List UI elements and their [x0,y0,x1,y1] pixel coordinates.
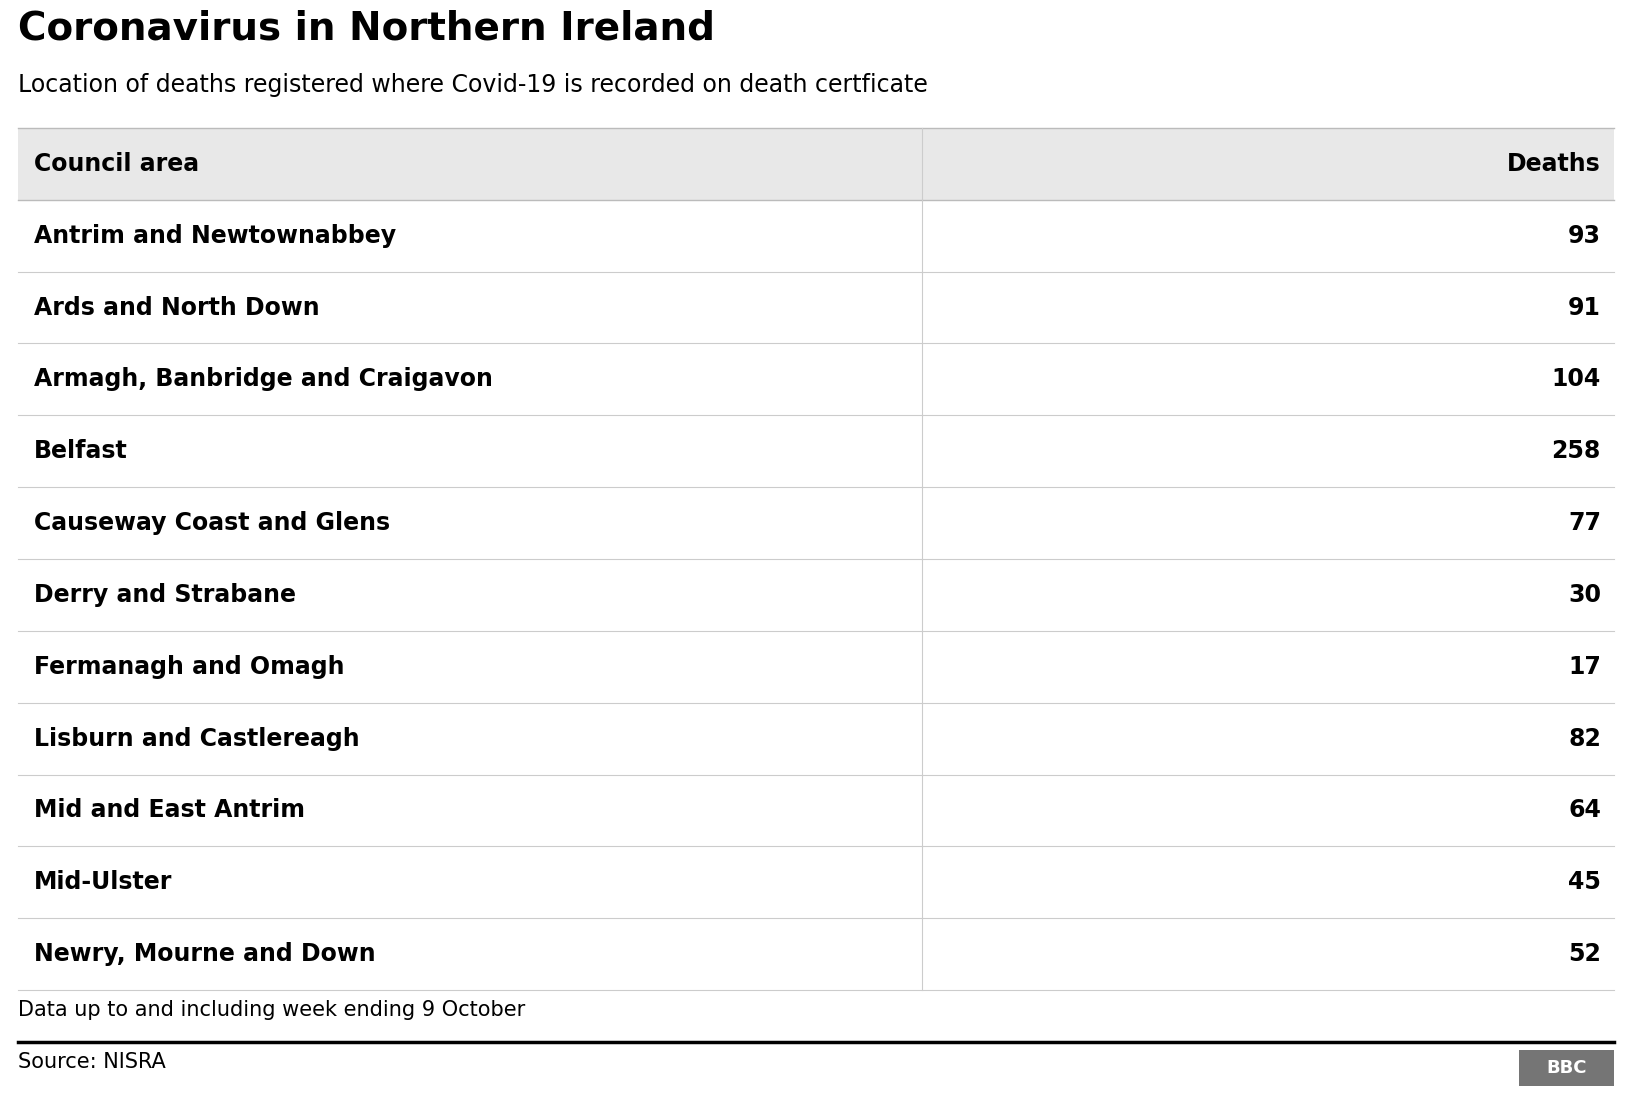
Text: Mid and East Antrim: Mid and East Antrim [34,799,305,823]
Text: Fermanagh and Omagh: Fermanagh and Omagh [34,654,344,678]
Text: 52: 52 [1568,942,1601,966]
Text: Deaths: Deaths [1508,152,1601,176]
FancyBboxPatch shape [18,200,1614,271]
FancyBboxPatch shape [18,918,1614,990]
Text: Armagh, Banbridge and Craigavon: Armagh, Banbridge and Craigavon [34,368,493,392]
Text: Location of deaths registered where Covid-19 is recorded on death certficate: Location of deaths registered where Covi… [18,73,929,97]
Text: 17: 17 [1568,654,1601,678]
FancyBboxPatch shape [18,631,1614,702]
Text: Newry, Mourne and Down: Newry, Mourne and Down [34,942,375,966]
Text: 91: 91 [1568,295,1601,319]
Text: Antrim and Newtownabbey: Antrim and Newtownabbey [34,224,397,247]
Text: 258: 258 [1552,440,1601,463]
FancyBboxPatch shape [18,559,1614,631]
FancyBboxPatch shape [18,702,1614,775]
FancyBboxPatch shape [18,128,1614,200]
Text: 45: 45 [1568,870,1601,894]
Text: Ards and North Down: Ards and North Down [34,295,320,319]
Text: 30: 30 [1568,583,1601,607]
Text: Belfast: Belfast [34,440,127,463]
Text: Lisburn and Castlereagh: Lisburn and Castlereagh [34,726,361,750]
Text: 93: 93 [1568,224,1601,247]
FancyBboxPatch shape [18,847,1614,918]
Text: Mid-Ulster: Mid-Ulster [34,870,173,894]
Text: Council area: Council area [34,152,199,176]
Text: Causeway Coast and Glens: Causeway Coast and Glens [34,511,390,535]
Text: Derry and Strabane: Derry and Strabane [34,583,297,607]
FancyBboxPatch shape [18,271,1614,344]
Text: BBC: BBC [1547,1059,1586,1076]
FancyBboxPatch shape [18,416,1614,487]
FancyBboxPatch shape [18,775,1614,847]
Text: 82: 82 [1568,726,1601,750]
Text: Source: NISRA: Source: NISRA [18,1052,166,1072]
FancyBboxPatch shape [18,344,1614,416]
FancyBboxPatch shape [1519,1050,1614,1086]
FancyBboxPatch shape [18,487,1614,559]
Text: 104: 104 [1552,368,1601,392]
Text: Coronavirus in Northern Ireland: Coronavirus in Northern Ireland [18,10,715,48]
Text: 64: 64 [1568,799,1601,823]
Text: Data up to and including week ending 9 October: Data up to and including week ending 9 O… [18,1000,526,1020]
Text: 77: 77 [1568,511,1601,535]
